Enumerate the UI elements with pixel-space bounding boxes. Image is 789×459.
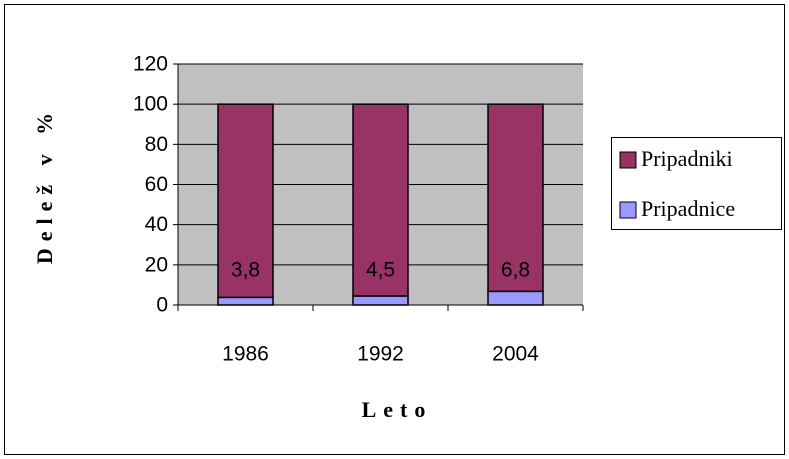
y-axis-label: Delež v % (32, 106, 57, 264)
legend-label: Pripadnice (641, 196, 735, 221)
bar-segment (217, 296, 274, 306)
x-tick-label: 2004 (492, 343, 539, 366)
y-tick-label: 40 (145, 213, 168, 236)
bar-segment (217, 103, 274, 299)
legend-label: Pripadniki (641, 146, 733, 171)
y-tick-label: 100 (133, 93, 168, 116)
y-tick-label: 0 (156, 294, 168, 317)
legend-swatch (619, 201, 637, 219)
y-tick-label: 60 (145, 173, 168, 196)
y-tick-label: 20 (145, 253, 168, 276)
legend-box (611, 137, 782, 230)
bar-segment (352, 103, 409, 297)
bar-segment (352, 295, 409, 306)
data-label: 3,8 (231, 259, 260, 282)
x-tick-label: 1986 (222, 343, 269, 366)
legend-swatch (619, 151, 637, 169)
x-tick-label: 1992 (357, 343, 404, 366)
x-axis-label: Leto (362, 397, 433, 422)
data-label: 6,8 (501, 259, 530, 282)
bar-segment (487, 103, 544, 293)
data-label: 4,5 (366, 259, 395, 282)
y-tick-label: 80 (145, 133, 168, 156)
bar-segment (487, 290, 544, 306)
y-tick-label: 120 (133, 53, 168, 76)
